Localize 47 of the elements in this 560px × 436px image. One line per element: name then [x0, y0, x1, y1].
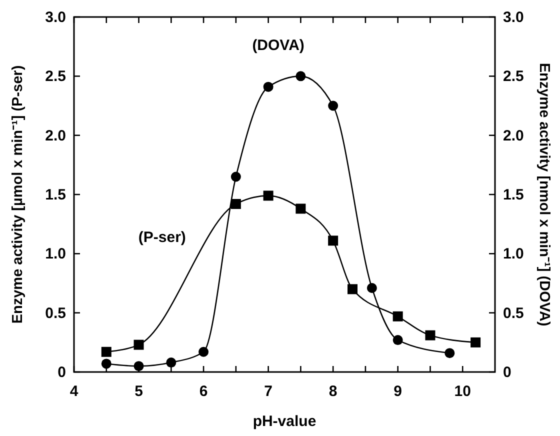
y2-tick-label: 0.5: [503, 304, 524, 322]
series-label: (P-ser): [138, 228, 186, 246]
point: [296, 204, 306, 214]
y-axis-title: Enzyme activity [µmol x min⁻¹] (P-ser): [10, 65, 26, 324]
x-tick-label: 7: [264, 383, 272, 400]
y2-tick-label: 2.0: [503, 127, 524, 144]
point: [348, 284, 358, 294]
y2-tick-label: 1.0: [503, 246, 524, 263]
point: [166, 358, 176, 368]
point: [198, 346, 209, 357]
legend-label: (DOVA): [252, 37, 304, 54]
point: [101, 346, 112, 357]
point: [328, 100, 338, 111]
point: [392, 311, 403, 322]
y2-tick-label: 0: [503, 364, 512, 381]
point: [230, 172, 241, 182]
x-tick-label: 8: [328, 383, 338, 400]
x-tick-label: 10: [454, 383, 471, 400]
point: [263, 190, 274, 201]
y2-tick-label: 2.5: [503, 68, 524, 86]
y-tick-label: 3.0: [45, 9, 66, 26]
point: [366, 282, 377, 293]
x-tick-label: 6: [199, 383, 208, 400]
y2-tick-label: 1.5: [503, 186, 524, 204]
y2-tick-label: 3.0: [503, 9, 524, 26]
point: [101, 358, 112, 369]
y-tick-label: 1.5: [45, 186, 66, 204]
y2-axis-title: Enzyme activity [nmol x min⁻¹] (DOVA): [536, 62, 552, 326]
point: [444, 348, 455, 358]
y-tick-label: 2.5: [45, 68, 66, 86]
y-tick-label: 0.5: [45, 304, 66, 322]
y-tick-label: 2.0: [45, 127, 66, 144]
x-tick-label: 4: [70, 383, 79, 400]
y-tick-label: 0: [58, 364, 66, 381]
point: [263, 82, 274, 92]
point: [230, 198, 241, 209]
x-tick-label: 5: [134, 383, 143, 400]
point: [470, 337, 481, 348]
point: [296, 71, 306, 82]
point: [134, 361, 144, 372]
point: [392, 335, 403, 346]
y-tick-label: 1.0: [45, 246, 66, 263]
point: [328, 236, 338, 246]
x-axis-title: pH-value: [252, 413, 316, 430]
point: [425, 330, 436, 340]
x-tick-label: 9: [394, 383, 402, 400]
point: [134, 340, 144, 350]
